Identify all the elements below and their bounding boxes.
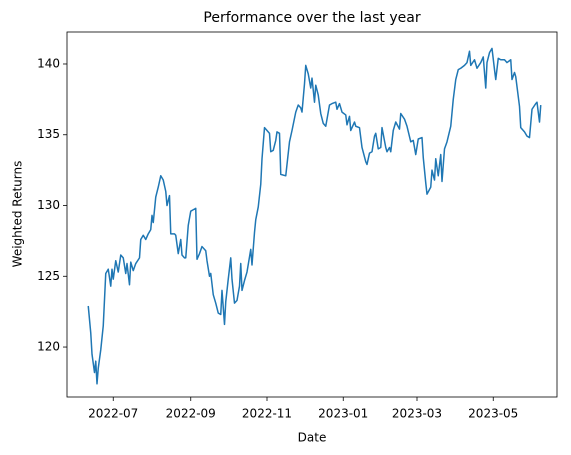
y-tick-label: 125 [37, 269, 60, 283]
y-tick-label: 120 [37, 340, 60, 354]
chart-title: Performance over the last year [203, 10, 420, 26]
x-tick-label: 2022-09 [166, 407, 216, 421]
x-tick-label: 2022-11 [242, 407, 292, 421]
x-tick-label: 2022-07 [88, 407, 138, 421]
x-tick-label: 2023-05 [468, 407, 518, 421]
x-tick-label: 2023-01 [318, 407, 368, 421]
y-axis-label: Weighted Returns [11, 161, 25, 268]
y-tick-label: 130 [37, 198, 60, 212]
x-tick-label: 2023-03 [392, 407, 442, 421]
plot-frame [66, 31, 558, 398]
x-axis-label: Date [298, 431, 327, 445]
y-tick-label: 135 [37, 127, 60, 141]
line-series [87, 47, 542, 385]
y-tick-label: 140 [37, 56, 60, 70]
